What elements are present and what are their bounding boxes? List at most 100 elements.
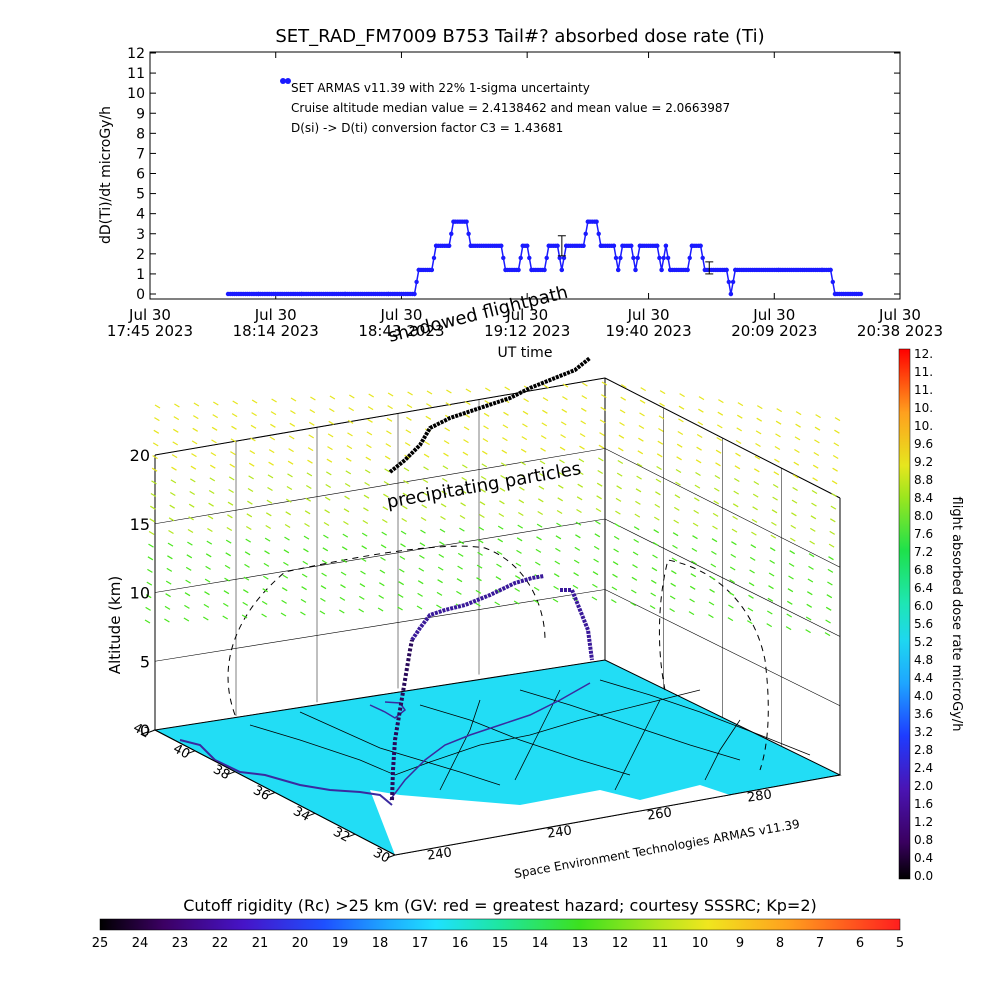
- particle-marker: [441, 490, 448, 495]
- particle-marker: [560, 421, 567, 426]
- particle-marker: [483, 412, 490, 417]
- particle-marker: [267, 474, 274, 479]
- particle-marker: [620, 396, 627, 401]
- particle-marker: [269, 436, 276, 441]
- particle-marker: [440, 503, 447, 508]
- particle-marker: [324, 509, 330, 514]
- particle-marker: [290, 397, 297, 402]
- colorbar-tick-label: 6.0: [914, 599, 933, 613]
- particle-marker: [558, 471, 565, 477]
- particle-marker: [736, 427, 743, 432]
- particle-marker: [573, 572, 579, 577]
- data-point: [581, 243, 586, 248]
- particle-marker: [420, 529, 426, 534]
- particle-marker: [672, 532, 679, 537]
- particle-marker: [540, 447, 546, 452]
- altitude-gridline: [154, 448, 606, 525]
- particle-marker: [790, 524, 797, 529]
- particle-marker: [504, 386, 511, 391]
- particle-marker: [147, 556, 154, 561]
- longitude-tick-label: 240: [426, 845, 453, 863]
- particle-marker: [787, 588, 794, 593]
- data-point: [429, 267, 434, 273]
- particle-marker: [145, 606, 151, 611]
- particle-marker: [562, 396, 568, 401]
- particle-marker: [556, 509, 563, 515]
- particle-marker: [729, 579, 735, 584]
- particle-marker: [146, 581, 153, 586]
- particle-marker: [261, 613, 267, 618]
- altitude-tick-label: 0: [140, 721, 150, 740]
- particle-marker: [361, 545, 368, 550]
- latitude-tick-label: 42: [131, 721, 153, 742]
- particle-marker: [422, 478, 429, 484]
- particle-marker: [728, 604, 734, 609]
- particle-marker: [572, 584, 579, 589]
- particle-marker: [497, 525, 504, 530]
- particle-marker: [323, 534, 329, 539]
- particle-marker: [301, 573, 308, 578]
- particle-marker: [406, 404, 413, 409]
- particle-marker: [322, 547, 329, 552]
- data-point: [635, 255, 640, 261]
- particle-marker: [776, 408, 783, 413]
- particle-marker: [164, 618, 170, 623]
- particle-marker: [186, 554, 193, 559]
- data-point: [559, 267, 564, 273]
- particle-marker: [557, 484, 564, 489]
- particle-marker: [173, 416, 180, 421]
- particle-marker: [287, 460, 294, 465]
- particle-marker: [736, 414, 743, 419]
- particle-marker: [520, 461, 526, 466]
- particle-marker: [710, 563, 717, 568]
- particle-marker: [596, 482, 603, 487]
- precipitating-particles-field: [144, 381, 841, 637]
- data-point: [685, 267, 690, 273]
- particle-marker: [460, 502, 466, 507]
- particle-marker: [650, 579, 657, 584]
- particle-marker: [305, 497, 312, 502]
- particle-marker: [633, 538, 640, 543]
- particle-marker: [243, 576, 250, 581]
- particle-marker: [540, 435, 547, 440]
- particle-marker: [320, 585, 327, 590]
- particle-marker: [300, 611, 306, 616]
- particle-marker: [168, 517, 175, 522]
- particle-marker: [281, 587, 288, 592]
- particle-marker: [385, 443, 392, 448]
- particle-marker: [211, 439, 217, 444]
- particle-marker: [786, 613, 793, 618]
- particle-marker: [577, 483, 584, 488]
- particle-marker: [753, 480, 760, 486]
- y-axis-label: dD(Ti)/dt microGy/h: [98, 106, 114, 244]
- latitude-axis: [154, 729, 396, 856]
- particle-marker: [244, 551, 251, 556]
- particle-marker: [737, 402, 744, 407]
- particle-marker: [267, 486, 273, 492]
- rigidity-tick-label: 18: [372, 936, 389, 951]
- particle-marker: [653, 516, 660, 521]
- particle-marker: [280, 612, 287, 617]
- particle-marker: [828, 543, 835, 548]
- particle-marker: [439, 528, 446, 533]
- particle-marker: [574, 546, 581, 551]
- data-point: [583, 231, 588, 236]
- data-point: [431, 255, 437, 261]
- particle-marker: [620, 384, 627, 389]
- particle-marker: [630, 602, 637, 607]
- rigidity-tick-label: 16: [452, 936, 469, 951]
- rigidity-tick-label: 5: [896, 936, 904, 951]
- particle-marker: [360, 570, 366, 575]
- particle-marker: [379, 569, 386, 574]
- x-tick-label: 19:12 2023: [484, 322, 570, 340]
- particle-marker: [303, 535, 310, 540]
- colorbar-tick-label: 4.4: [914, 671, 933, 685]
- data-point: [687, 255, 692, 261]
- data-point: [616, 267, 621, 273]
- cutoff-rigidity-bar: Cutoff rigidity (Rc) >25 km (GV: red = g…: [92, 896, 904, 951]
- particle-marker: [321, 572, 327, 577]
- particle-marker: [635, 500, 641, 505]
- particle-marker: [463, 439, 469, 444]
- particle-marker: [343, 520, 349, 526]
- particle-marker: [814, 439, 820, 444]
